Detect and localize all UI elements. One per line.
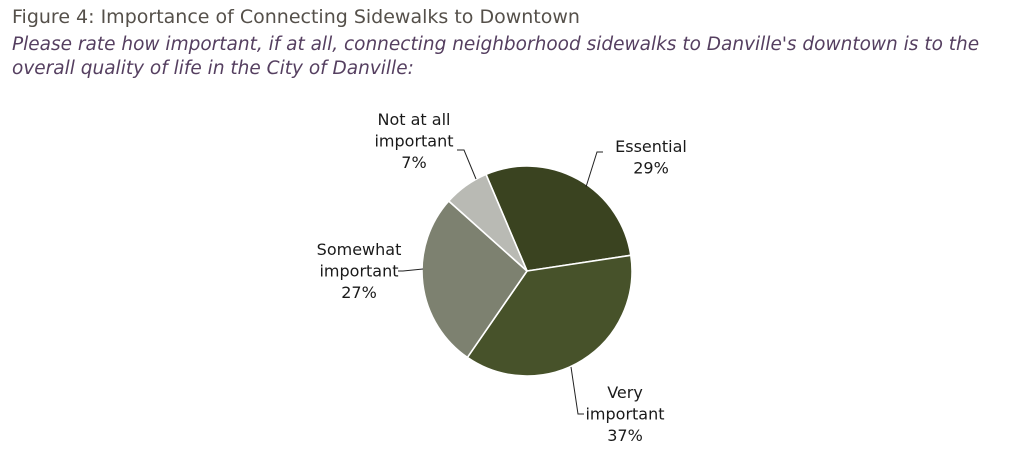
leader-line-not-at-all-important xyxy=(457,149,477,180)
pie-slice-not-at-all-important xyxy=(447,173,528,272)
leader-line-essential xyxy=(585,151,603,188)
leader-line-very-important xyxy=(570,366,584,415)
slice-labels: Essential 29% Very important 37% Somewhat impo… xyxy=(317,110,687,445)
pie-slices xyxy=(421,165,633,377)
figure-title: Figure 4: Importance of Connecting Sidew… xyxy=(12,6,580,28)
leader-lines xyxy=(398,149,603,415)
pie-slice-essential xyxy=(484,165,632,272)
data-label-very-important: Very important 37% xyxy=(585,383,664,445)
leader-line-somewhat-important xyxy=(398,268,424,272)
data-label-essential: Essential 29% xyxy=(615,137,687,178)
pie-slice-very-important xyxy=(466,254,633,377)
figure-subtitle: Please rate how important, if at all, co… xyxy=(12,34,980,79)
pie-slice-somewhat-important xyxy=(421,199,529,359)
data-label-not-at-all-important: Not at all important 7% xyxy=(374,110,453,172)
data-label-somewhat-important: Somewhat important 27% xyxy=(317,240,402,302)
